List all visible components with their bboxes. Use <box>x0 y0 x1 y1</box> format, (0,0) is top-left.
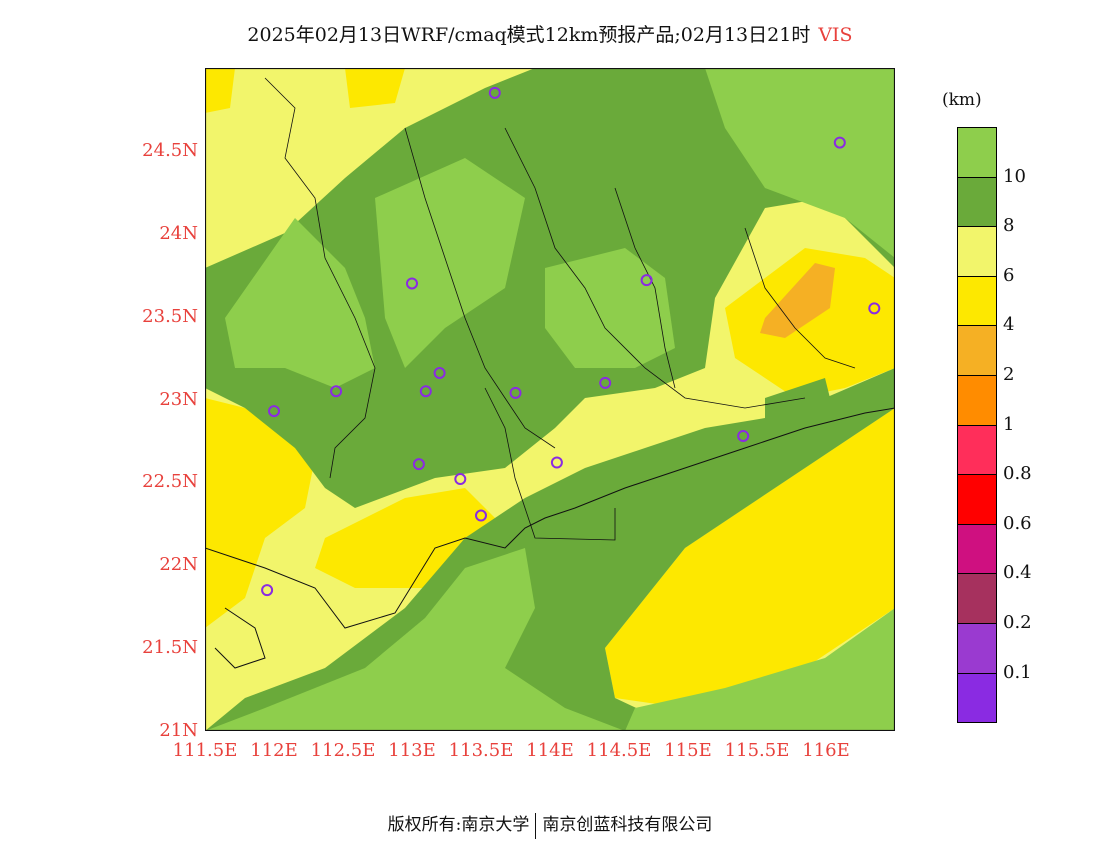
x-tick-label: 115.5E <box>724 740 790 761</box>
station-marker <box>406 277 418 290</box>
y-tick-label: 22.5N <box>142 471 198 493</box>
station-marker <box>833 136 846 149</box>
boundary-inner <box>614 187 676 389</box>
colorbar-label: 0.4 <box>1003 562 1032 584</box>
footer-left: 版权所有:南京大学 <box>387 815 530 835</box>
station-layer <box>261 86 881 597</box>
station-marker <box>330 385 343 398</box>
fill-gt10-central <box>375 158 525 368</box>
colorbar-cell <box>957 573 997 623</box>
colorbar-cell <box>957 672 997 724</box>
fill-gt10-west <box>225 218 375 388</box>
y-tick-label: 22N <box>159 554 198 576</box>
colorbar-cell <box>957 474 997 524</box>
colorbar-cell <box>957 127 997 177</box>
fill-4-6-sea <box>605 408 895 708</box>
boundary-north <box>504 127 806 409</box>
station-marker <box>737 429 750 442</box>
station-marker <box>454 473 467 486</box>
colorbar-label: 8 <box>1003 215 1015 237</box>
colorbar-label: 0.1 <box>1003 661 1032 683</box>
fill-8-10-coast <box>205 368 895 731</box>
boundary-east <box>744 227 856 369</box>
fill-gt10-ne-corner <box>705 68 895 258</box>
y-tick-label: 24N <box>159 222 198 244</box>
x-tick-label: 115E <box>664 740 712 761</box>
x-tick-label: 113.5E <box>448 740 514 761</box>
x-tick-label: 111.5E <box>172 740 238 761</box>
colorbar-cell <box>957 275 997 326</box>
legend-unit: (km) <box>942 90 982 110</box>
station-marker <box>488 86 501 99</box>
station-marker <box>509 386 522 399</box>
map-border <box>205 68 895 731</box>
title-main: 2025年02月13日WRF/cmaq模式12km预报产品;02月13日21时 <box>247 24 811 46</box>
colorbar-label: 0.6 <box>1003 512 1032 534</box>
footer-right: 南京创蓝科技有限公司 <box>542 815 713 835</box>
colorbar-label: 6 <box>1003 264 1015 286</box>
station-marker <box>412 458 425 471</box>
boundary-central <box>404 127 556 449</box>
fill-4-6-east <box>725 248 895 398</box>
visibility-map <box>205 68 895 731</box>
colorbar-label: 0.8 <box>1003 463 1032 485</box>
x-tick-label: 114.5E <box>586 740 652 761</box>
boundary-west <box>264 77 376 479</box>
map-panel <box>205 68 895 731</box>
fill-4-6-north <box>345 68 405 108</box>
y-tick-label: 23N <box>159 388 198 410</box>
colorbar-label: 4 <box>1003 314 1015 336</box>
station-marker <box>868 302 881 315</box>
station-marker <box>268 405 280 418</box>
x-tick-label: 113E <box>388 740 436 761</box>
y-tick-label: 23.5N <box>142 305 198 327</box>
x-tick-label: 116E <box>802 740 850 761</box>
station-marker <box>599 376 612 389</box>
y-tick-label: 24.5N <box>142 139 198 161</box>
footer-separator <box>535 812 537 839</box>
boundary-hk <box>484 387 616 541</box>
fill-4-6-nw <box>205 68 235 113</box>
title-variable: VIS <box>818 24 853 46</box>
station-marker <box>475 509 487 522</box>
colorbar-cell <box>957 424 997 475</box>
chart-title: 2025年02月13日WRF/cmaq模式12km预报产品;02月13日21时 V… <box>0 20 1100 47</box>
y-tick-label: 21.5N <box>142 637 198 659</box>
colorbar-cell <box>957 523 997 574</box>
colorbar-cell <box>957 374 997 425</box>
fill-8-10-hill <box>765 378 835 438</box>
x-tick-label: 112.5E <box>310 740 376 761</box>
fill-gt10-sea-west <box>205 548 625 731</box>
colorbar-cell <box>957 622 997 673</box>
colorbar-label: 10 <box>1003 165 1026 187</box>
x-tick-label: 112E <box>250 740 298 761</box>
y-tick-label: 21N <box>159 720 198 741</box>
colorbar-label: 1 <box>1003 413 1015 435</box>
fill-gt10-sea-east <box>625 608 895 731</box>
x-tick-label: 114E <box>526 740 574 761</box>
station-marker <box>261 584 274 597</box>
station-marker <box>640 274 653 287</box>
fill-4-6-west <box>205 398 315 628</box>
coastline <box>205 407 895 629</box>
station-marker <box>433 366 446 379</box>
fill-2-4-east <box>760 263 835 338</box>
colorbar-label: 0.2 <box>1003 612 1032 633</box>
footer: 版权所有:南京大学 南京创蓝科技有限公司 <box>0 810 1100 839</box>
colorbar-cell <box>957 226 997 276</box>
leizhou-coast <box>214 607 266 669</box>
colorbar-cell <box>957 176 997 227</box>
colorbar-label: 2 <box>1003 364 1015 385</box>
station-marker <box>550 456 563 469</box>
colorbar <box>957 127 997 724</box>
station-marker <box>419 385 432 398</box>
colorbar-cell <box>957 325 997 375</box>
